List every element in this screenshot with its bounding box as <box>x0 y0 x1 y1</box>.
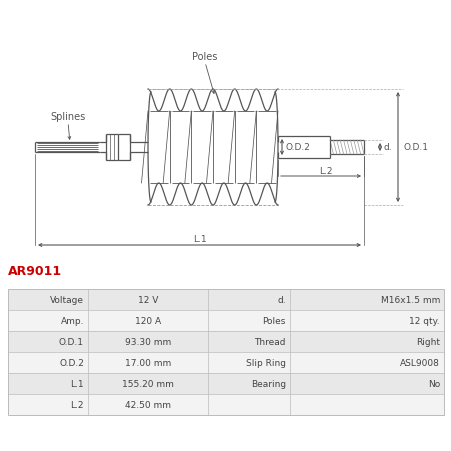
Text: Poles: Poles <box>192 52 217 62</box>
Text: 93.30 mm: 93.30 mm <box>124 337 171 346</box>
Text: 120 A: 120 A <box>135 316 161 325</box>
Text: 17.00 mm: 17.00 mm <box>124 358 171 367</box>
Text: L.1: L.1 <box>192 235 206 244</box>
Text: L.1: L.1 <box>70 379 84 388</box>
Text: 12 qty.: 12 qty. <box>409 316 439 325</box>
Text: Poles: Poles <box>262 316 285 325</box>
Text: 155.20 mm: 155.20 mm <box>122 379 174 388</box>
Text: AR9011: AR9011 <box>8 264 62 277</box>
Text: O.D.2: O.D.2 <box>59 358 84 367</box>
Text: d.: d. <box>277 295 285 304</box>
Bar <box>8 310 443 331</box>
Text: Thread: Thread <box>254 337 285 346</box>
Text: Voltage: Voltage <box>50 295 84 304</box>
Text: d.: d. <box>383 143 392 152</box>
Text: ASL9008: ASL9008 <box>399 358 439 367</box>
Text: Right: Right <box>415 337 439 346</box>
Bar <box>8 290 443 310</box>
Text: Amp.: Amp. <box>60 316 84 325</box>
Text: L.2: L.2 <box>318 166 332 175</box>
Text: Slip Ring: Slip Ring <box>245 358 285 367</box>
Text: L.2: L.2 <box>70 400 84 409</box>
Bar <box>8 331 443 352</box>
Bar <box>8 394 443 415</box>
Text: No: No <box>427 379 439 388</box>
Text: O.D.1: O.D.1 <box>59 337 84 346</box>
Bar <box>8 290 443 415</box>
Text: O.D.1: O.D.1 <box>403 143 428 152</box>
Text: Bearing: Bearing <box>250 379 285 388</box>
Text: 42.50 mm: 42.50 mm <box>125 400 170 409</box>
Text: O.D.2: O.D.2 <box>285 143 310 152</box>
Text: Splines: Splines <box>50 112 85 122</box>
Bar <box>8 373 443 394</box>
Text: 12 V: 12 V <box>138 295 158 304</box>
Bar <box>8 352 443 373</box>
Text: M16x1.5 mm: M16x1.5 mm <box>380 295 439 304</box>
